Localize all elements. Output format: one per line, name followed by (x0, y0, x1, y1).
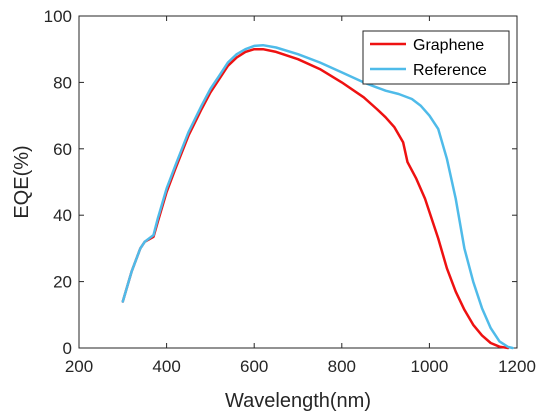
x-tick-label: 1200 (498, 357, 536, 376)
axes: 200 400 600 800 1000 1200 0 20 40 60 80 100 (44, 7, 536, 376)
x-tick-label: 200 (65, 357, 93, 376)
series-line-reference (121, 43, 514, 350)
x-tick-label: 1000 (410, 357, 448, 376)
legend-label-reference: Reference (413, 62, 487, 79)
y-tick-label: 100 (44, 7, 72, 26)
y-tick-label: 0 (63, 339, 72, 358)
y-tick-label: 40 (53, 206, 72, 225)
x-tick-label: 600 (240, 357, 268, 376)
x-tick-label: 400 (152, 357, 180, 376)
legend-box (362, 30, 510, 85)
plot-frame (78, 15, 518, 349)
x-axis-label: Wavelength(nm) (225, 390, 371, 412)
series-line-graphene (121, 47, 510, 350)
y-tick-label: 20 (53, 273, 72, 292)
y-tick-label: 60 (53, 140, 72, 159)
y-tick-label: 80 (53, 73, 72, 92)
legend: Graphene Reference (362, 30, 510, 85)
plot-lines (121, 43, 514, 350)
x-tick-label: 800 (328, 357, 356, 376)
legend-label-graphene: Graphene (413, 37, 484, 54)
y-axis-label: EQE(%) (11, 145, 33, 218)
